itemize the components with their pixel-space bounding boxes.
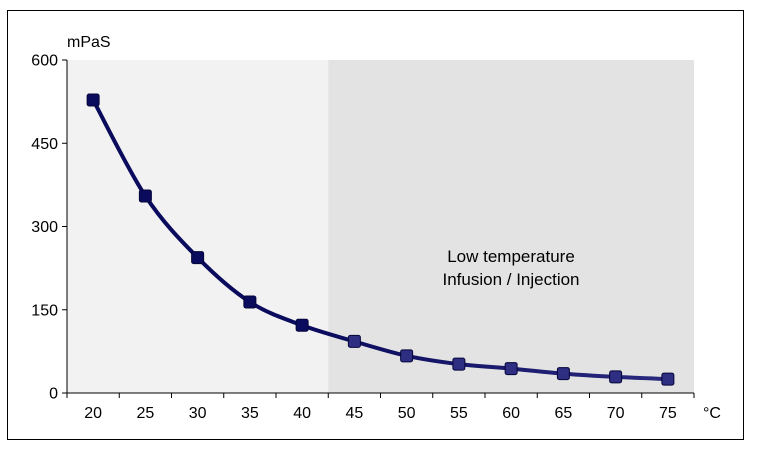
x-tick-label-75: 75 xyxy=(659,405,677,422)
x-tick-label-50: 50 xyxy=(398,405,416,422)
x-tick-label-60: 60 xyxy=(502,405,520,422)
x-tick-label-65: 65 xyxy=(554,405,572,422)
data-point-20 xyxy=(86,93,100,107)
axes xyxy=(62,59,695,398)
x-tick-label-20: 20 xyxy=(84,405,102,422)
data-point-40 xyxy=(295,318,309,332)
data-markers xyxy=(86,93,675,386)
x-tick-label-55: 55 xyxy=(450,405,468,422)
y-axis-unit-label: mPaS xyxy=(67,34,111,51)
data-point-55 xyxy=(452,357,466,371)
axis-labels: 0 150 300 450 600 20 25 30 35 40 45 50 55 60 65 70 75 xyxy=(31,53,677,423)
x-tick-label-45: 45 xyxy=(345,405,363,422)
y-tick-label-600: 600 xyxy=(31,53,58,70)
data-point-25 xyxy=(138,189,152,203)
region-standard xyxy=(67,60,329,393)
y-tick-label-0: 0 xyxy=(49,386,58,403)
data-point-50 xyxy=(400,349,414,363)
x-tick-label-35: 35 xyxy=(241,405,259,422)
data-point-35 xyxy=(243,295,257,309)
x-tick-label-25: 25 xyxy=(136,405,154,422)
data-point-65 xyxy=(556,367,570,381)
data-point-30 xyxy=(191,251,205,265)
x-axis-unit-label: °C xyxy=(703,405,721,422)
background-regions xyxy=(67,60,694,393)
data-point-75 xyxy=(661,372,675,386)
region-low-temperature xyxy=(328,60,694,393)
x-tick-label-30: 30 xyxy=(189,405,207,422)
annotation-line-2: Infusion / Injection xyxy=(442,270,579,289)
annotation-line-1: Low temperature xyxy=(447,247,575,266)
data-point-70 xyxy=(609,370,623,384)
y-tick-label-300: 300 xyxy=(31,219,58,236)
data-point-45 xyxy=(347,334,361,348)
y-tick-label-450: 450 xyxy=(31,136,58,153)
y-tick-label-150: 150 xyxy=(31,302,58,319)
x-tick-label-70: 70 xyxy=(607,405,625,422)
x-tick-label-40: 40 xyxy=(293,405,311,422)
data-point-60 xyxy=(504,362,518,376)
